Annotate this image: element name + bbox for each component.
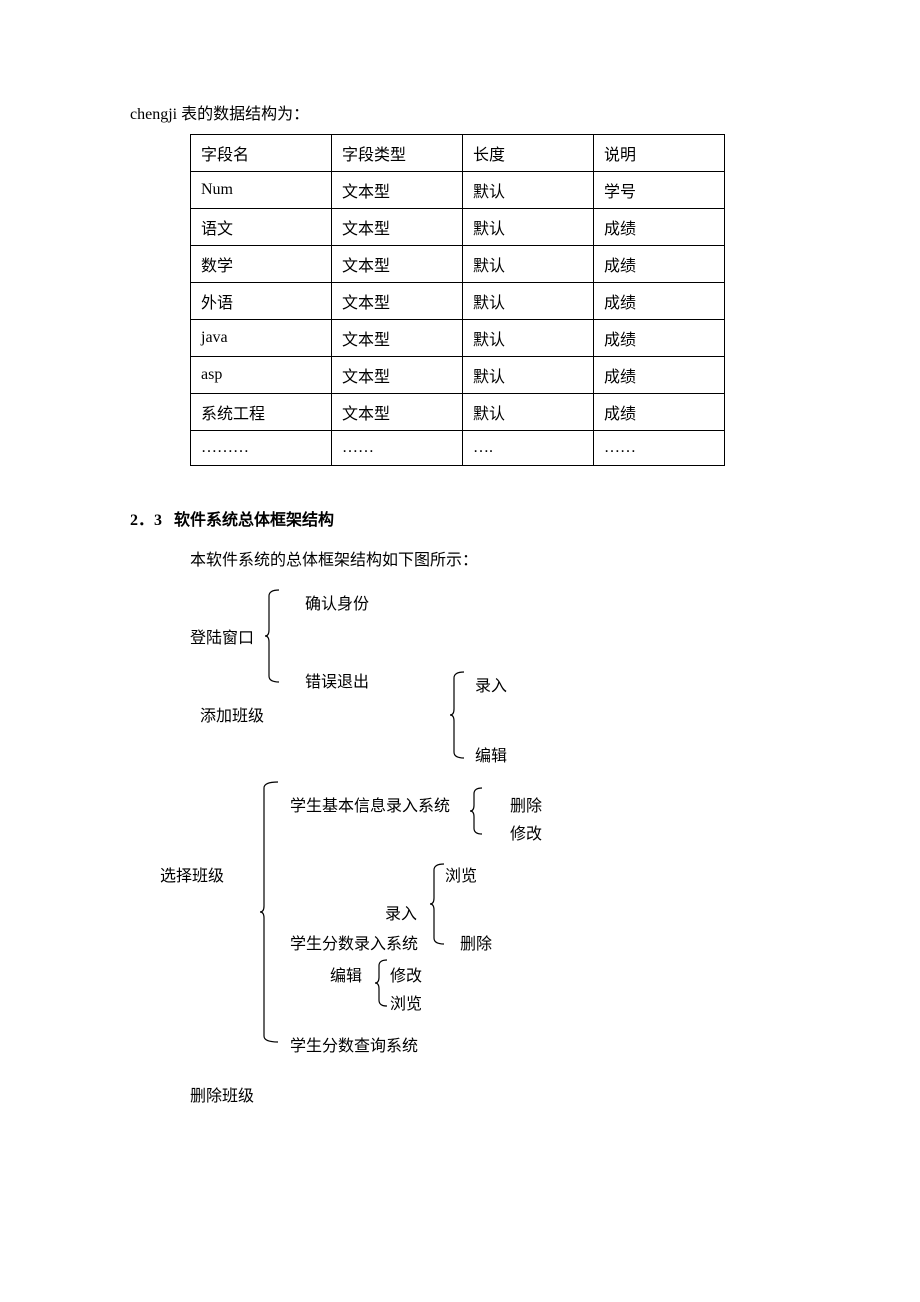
table-intro: chengji 表的数据结构为： [130, 100, 790, 124]
table-cell: ……… [191, 431, 332, 466]
table-cell: 文本型 [332, 246, 463, 283]
tree-node-stu_info: 学生基本信息录入系统 [290, 792, 450, 816]
section-body: 本软件系统的总体框架结构如下图所示： [190, 546, 790, 570]
table-row: 外语文本型默认成绩 [191, 283, 725, 320]
tree-node-confirm: 确认身份 [305, 590, 369, 614]
table-cell: 默认 [463, 357, 594, 394]
section-heading: 2．3 软件系统总体框架结构 [130, 506, 790, 530]
tree-node-bianji2: 编辑 [330, 962, 362, 986]
table-cell: Num [191, 172, 332, 209]
brace-icon [470, 788, 486, 834]
table-cell: asp [191, 357, 332, 394]
table-cell: 默认 [463, 283, 594, 320]
table-cell: 成绩 [594, 283, 725, 320]
brace-icon [265, 590, 283, 682]
table-cell: 系统工程 [191, 394, 332, 431]
table-cell: 成绩 [594, 209, 725, 246]
tree-node-login: 登陆窗口 [190, 624, 254, 648]
table-cell: 成绩 [594, 320, 725, 357]
tree-node-stu_score: 学生分数录入系统 [290, 930, 418, 954]
tree-node-del2: 删除 [460, 930, 492, 954]
brace-icon [375, 960, 391, 1006]
table-row: 系统工程文本型默认成绩 [191, 394, 725, 431]
tree-node-browse2: 浏览 [390, 990, 422, 1014]
table-row: 数学文本型默认成绩 [191, 246, 725, 283]
tree-node-stu_query: 学生分数查询系统 [290, 1032, 418, 1056]
table-cell: 外语 [191, 283, 332, 320]
table-cell: 学号 [594, 172, 725, 209]
tree-node-luru2: 录入 [385, 900, 417, 924]
table-cell: …. [463, 431, 594, 466]
table-cell: 文本型 [332, 283, 463, 320]
table-header-cell: 字段名 [191, 135, 332, 172]
table-cell: 默认 [463, 209, 594, 246]
table-cell: 文本型 [332, 394, 463, 431]
table-cell: 文本型 [332, 357, 463, 394]
section-number: 2．3 [130, 512, 162, 529]
tree-node-luru1: 录入 [475, 672, 507, 696]
table-row: 语文文本型默认成绩 [191, 209, 725, 246]
table-cell: 成绩 [594, 246, 725, 283]
table-header-cell: 字段类型 [332, 135, 463, 172]
table-row: 字段名字段类型长度说明 [191, 135, 725, 172]
tree-node-mod2: 修改 [390, 962, 422, 986]
table-row: ……………….…… [191, 431, 725, 466]
brace-icon [260, 782, 282, 1042]
tree-node-select_class: 选择班级 [160, 862, 224, 886]
table-header-cell: 说明 [594, 135, 725, 172]
tree-node-del1: 删除 [510, 792, 542, 816]
table-cell: 数学 [191, 246, 332, 283]
tree-node-err_exit: 错误退出 [305, 668, 369, 692]
table-cell: 语文 [191, 209, 332, 246]
table-cell: 文本型 [332, 172, 463, 209]
tree-node-mod1: 修改 [510, 820, 542, 844]
tree-node-bianji1: 编辑 [475, 742, 507, 766]
table-cell: …… [332, 431, 463, 466]
chengji-table: 字段名字段类型长度说明Num文本型默认学号语文文本型默认成绩数学文本型默认成绩外… [190, 134, 725, 466]
table-header-cell: 长度 [463, 135, 594, 172]
table-cell: …… [594, 431, 725, 466]
table-cell: 默认 [463, 172, 594, 209]
brace-icon [450, 672, 468, 758]
brace-icon [430, 864, 448, 944]
table-cell: java [191, 320, 332, 357]
section-title: 软件系统总体框架结构 [174, 512, 334, 529]
table-cell: 默认 [463, 394, 594, 431]
table-cell: 文本型 [332, 320, 463, 357]
table-cell: 成绩 [594, 357, 725, 394]
table-cell: 成绩 [594, 394, 725, 431]
table-row: java文本型默认成绩 [191, 320, 725, 357]
table-cell: 默认 [463, 320, 594, 357]
tree-node-add_class: 添加班级 [200, 702, 264, 726]
structure-tree: 登陆窗口确认身份错误退出添加班级录入编辑选择班级学生基本信息录入系统删除修改浏览… [160, 582, 790, 1142]
table-row: Num文本型默认学号 [191, 172, 725, 209]
table-cell: 文本型 [332, 209, 463, 246]
table-row: asp文本型默认成绩 [191, 357, 725, 394]
tree-node-del_class: 删除班级 [190, 1082, 254, 1106]
tree-node-browse1: 浏览 [445, 862, 477, 886]
table-cell: 默认 [463, 246, 594, 283]
